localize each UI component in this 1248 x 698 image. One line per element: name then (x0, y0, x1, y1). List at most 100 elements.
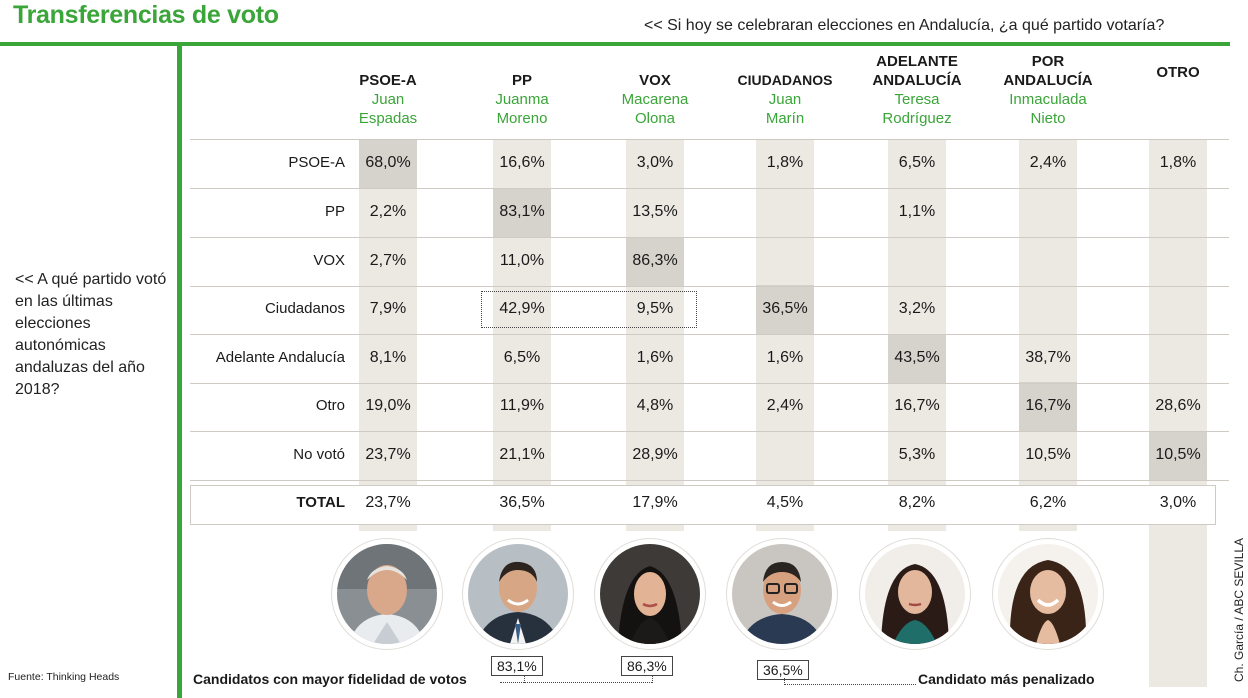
column-party-label: POR ANDALUCÍA (1003, 53, 1093, 89)
column-band (626, 139, 684, 531)
table-cell-value: 3,2% (898, 300, 936, 317)
table-cell-value: 1,1% (898, 203, 936, 220)
table-cell-value: 8,1% (369, 349, 407, 366)
table-cell-value: 19,0% (365, 397, 411, 414)
row-label: Otro (315, 397, 345, 414)
vox-fidelity-badge: 86,3% (621, 656, 673, 676)
column-party-label: OTRO (1156, 64, 1200, 81)
table-cell-value: 10,5% (1155, 446, 1201, 463)
avatar-olona-icon (600, 544, 700, 644)
column-band (1019, 139, 1077, 531)
chart-title: Transferencias de voto (13, 1, 279, 29)
row-question: << A qué partido votó en las últimas ele… (15, 271, 167, 398)
total-cell-value: 23,7% (365, 494, 411, 511)
retention-highlight-cell (1149, 431, 1207, 480)
candidate-photo-psoe (332, 539, 442, 649)
candidate-photo-adelante (860, 539, 970, 649)
table-cell-value: 28,9% (632, 446, 678, 463)
table-cell-value: 1,6% (766, 349, 804, 366)
table-cell-value: 1,8% (766, 154, 804, 171)
column-header: ADELANTE ANDALUCÍA Teresa Rodríguez (862, 52, 972, 128)
column-candidate-label: Teresa Rodríguez (862, 90, 972, 128)
column-candidate-label: Juan Marín (720, 90, 850, 128)
retention-highlight-cell (359, 139, 417, 188)
table-cell-value: 11,0% (499, 252, 545, 269)
avatar-marin-icon (732, 544, 832, 644)
column-band (756, 139, 814, 531)
row-label: No votó (293, 446, 345, 463)
left-rule (177, 46, 182, 698)
column-header: PP Juanma Moreno (457, 71, 587, 128)
fidelity-note: Candidatos con mayor fidelidad de votos (193, 671, 467, 687)
candidate-name-line: Macarena (621, 91, 689, 108)
row-separator (190, 383, 1229, 384)
table-cell-value: 13,5% (632, 203, 678, 220)
avatar-nieto-icon (998, 544, 1098, 644)
table-cell-value: 36,5% (762, 300, 808, 317)
total-label: TOTAL (296, 494, 345, 511)
column-header: POR ANDALUCÍA Inmaculada Nieto (993, 52, 1103, 128)
row-separator (190, 286, 1229, 287)
table-cell-value: 83,1% (499, 203, 545, 220)
retention-highlight-cell (1019, 382, 1077, 431)
candidate-name-line: Juan (768, 91, 802, 108)
candidate-photo-cs (727, 539, 837, 649)
table-cell-value: 43,5% (894, 349, 940, 366)
candidate-name-line: Juan (371, 91, 405, 108)
table-cell-value: 4,8% (636, 397, 674, 414)
candidate-name-line: Marín (765, 110, 805, 127)
column-party-label: PP (511, 72, 532, 89)
table-cell-value: 2,4% (1029, 154, 1067, 171)
row-label: VOX (313, 252, 345, 269)
column-header: CIUDADANOS Juan Marín (720, 71, 850, 128)
row-separator (190, 431, 1229, 432)
total-cell-value: 17,9% (632, 494, 678, 511)
header-rule (0, 42, 1230, 46)
candidate-photo-pp (463, 539, 573, 649)
table-cell-value: 11,9% (499, 397, 545, 414)
table-cell-value: 7,9% (369, 300, 407, 317)
candidate-name-line: Espadas (358, 110, 418, 127)
row-separator (190, 188, 1229, 189)
table-cell-value: 23,7% (365, 446, 411, 463)
total-cell-value: 4,5% (766, 494, 804, 511)
table-cell-value: 16,7% (1025, 397, 1071, 414)
table-cell-value: 1,8% (1159, 154, 1197, 171)
table-cell-value: 2,2% (369, 203, 407, 220)
column-header: OTRO (1113, 63, 1243, 82)
table-cell-value: 2,7% (369, 252, 407, 269)
avatar-moreno-icon (468, 544, 568, 644)
candidate-name-line: Inmaculada (1009, 91, 1087, 108)
table-cell-value: 1,6% (636, 349, 674, 366)
penalized-connector (784, 684, 916, 685)
column-party-label: CIUDADANOS (737, 72, 833, 88)
retention-highlight-cell (493, 188, 551, 237)
retention-highlight-cell (888, 334, 946, 383)
row-label: PP (324, 203, 345, 220)
ciudadanos-pp-vox-highlight (481, 291, 697, 328)
column-band (1149, 139, 1207, 687)
pp-fidelity-badge: 83,1% (491, 656, 543, 676)
table-cell-value: 21,1% (499, 446, 545, 463)
row-separator (190, 139, 1229, 140)
fidelity-connector-tick-pp (524, 675, 525, 683)
avatar-espadas-icon (337, 544, 437, 644)
table-cell-value: 2,4% (766, 397, 804, 414)
candidate-photo-vox (595, 539, 705, 649)
row-label: Ciudadanos (264, 300, 345, 317)
column-party-label: ADELANTE ANDALUCÍA (872, 53, 962, 89)
candidate-name-line: Moreno (496, 110, 548, 127)
table-cell-value: 38,7% (1025, 349, 1071, 366)
column-candidate-label: Juan Espadas (323, 90, 453, 128)
table-cell-value: 5,3% (898, 446, 936, 463)
table-cell-value: 3,0% (636, 154, 674, 171)
fidelity-connector (500, 682, 652, 683)
candidate-name-line: Olona (634, 110, 676, 127)
candidate-name-line: Rodríguez (882, 110, 952, 127)
column-candidate-label: Juanma Moreno (457, 90, 587, 128)
avatar-rodriguez-icon (865, 544, 965, 644)
column-party-label: VOX (639, 72, 671, 89)
table-cell-value: 28,6% (1155, 397, 1201, 414)
table-cell-value: 9,5% (636, 300, 674, 317)
table-cell-value: 68,0% (365, 154, 411, 171)
